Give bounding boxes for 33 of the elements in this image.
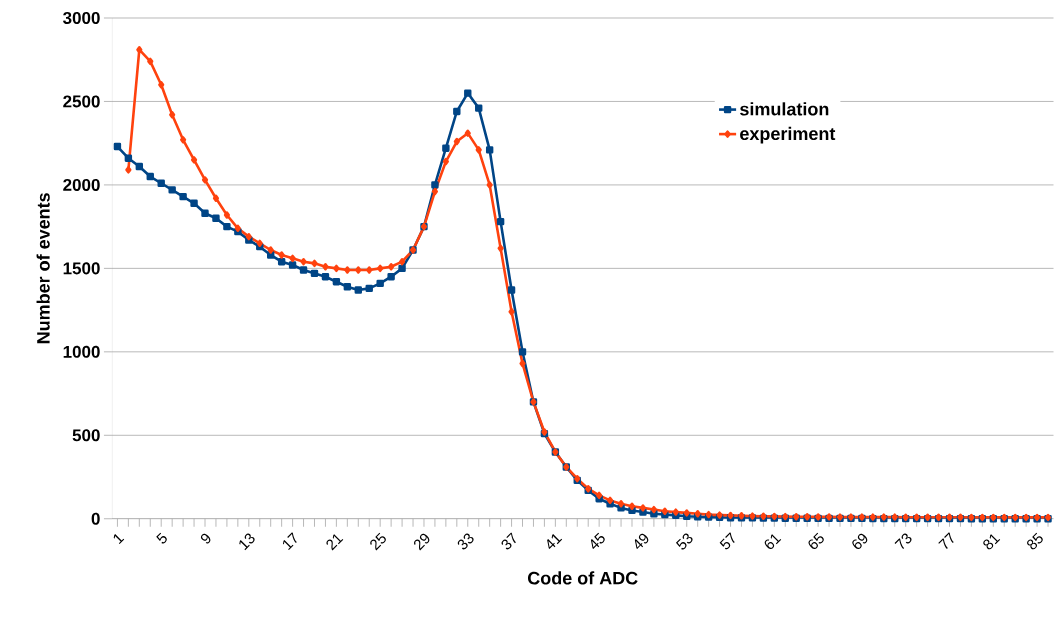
- y-tick-label: 2000: [63, 179, 100, 192]
- x-tick-label: 41: [547, 534, 563, 550]
- x-axis-title: Code of ADC: [528, 571, 638, 585]
- x-tick-label: 33: [457, 533, 474, 550]
- x-tick-label: 69: [852, 533, 868, 550]
- x-tick-label: 65: [808, 532, 824, 550]
- x-tick-label: 21: [326, 534, 344, 551]
- x-tick-label: 29: [414, 533, 430, 551]
- y-tick-label: 0: [91, 512, 100, 525]
- x-tick-label: 25: [370, 532, 386, 551]
- y-tick-label: 500: [72, 429, 100, 442]
- y-tick-label: 3000: [63, 12, 100, 25]
- y-tick-label: 1500: [63, 262, 100, 275]
- legend-label: experiment: [740, 126, 836, 144]
- x-tick-label: 77: [938, 532, 954, 550]
- x-tick-label: 5: [156, 532, 167, 544]
- x-tick-label: 73: [894, 533, 912, 550]
- x-tick-label: 53: [675, 533, 693, 550]
- y-axis-title: Number of events: [36, 193, 50, 344]
- x-tick-label: 49: [634, 533, 649, 550]
- x-tick-label: 85: [1027, 532, 1043, 550]
- x-tick-label: 17: [283, 532, 297, 551]
- x-tick-label: 9: [200, 533, 211, 544]
- x-tick-label: 13: [239, 533, 255, 551]
- x-tick-label: 61: [764, 534, 782, 550]
- x-tick-label: 45: [590, 532, 605, 550]
- y-tick-label: 1000: [63, 345, 100, 358]
- x-tick-label: 1: [113, 534, 125, 545]
- x-tick-label: 57: [719, 532, 735, 550]
- y-tick-label: 2500: [63, 95, 100, 108]
- x-tick-label: 81: [983, 534, 1001, 550]
- x-tick-label: 37: [501, 532, 516, 550]
- legend-label: simulation: [740, 102, 829, 116]
